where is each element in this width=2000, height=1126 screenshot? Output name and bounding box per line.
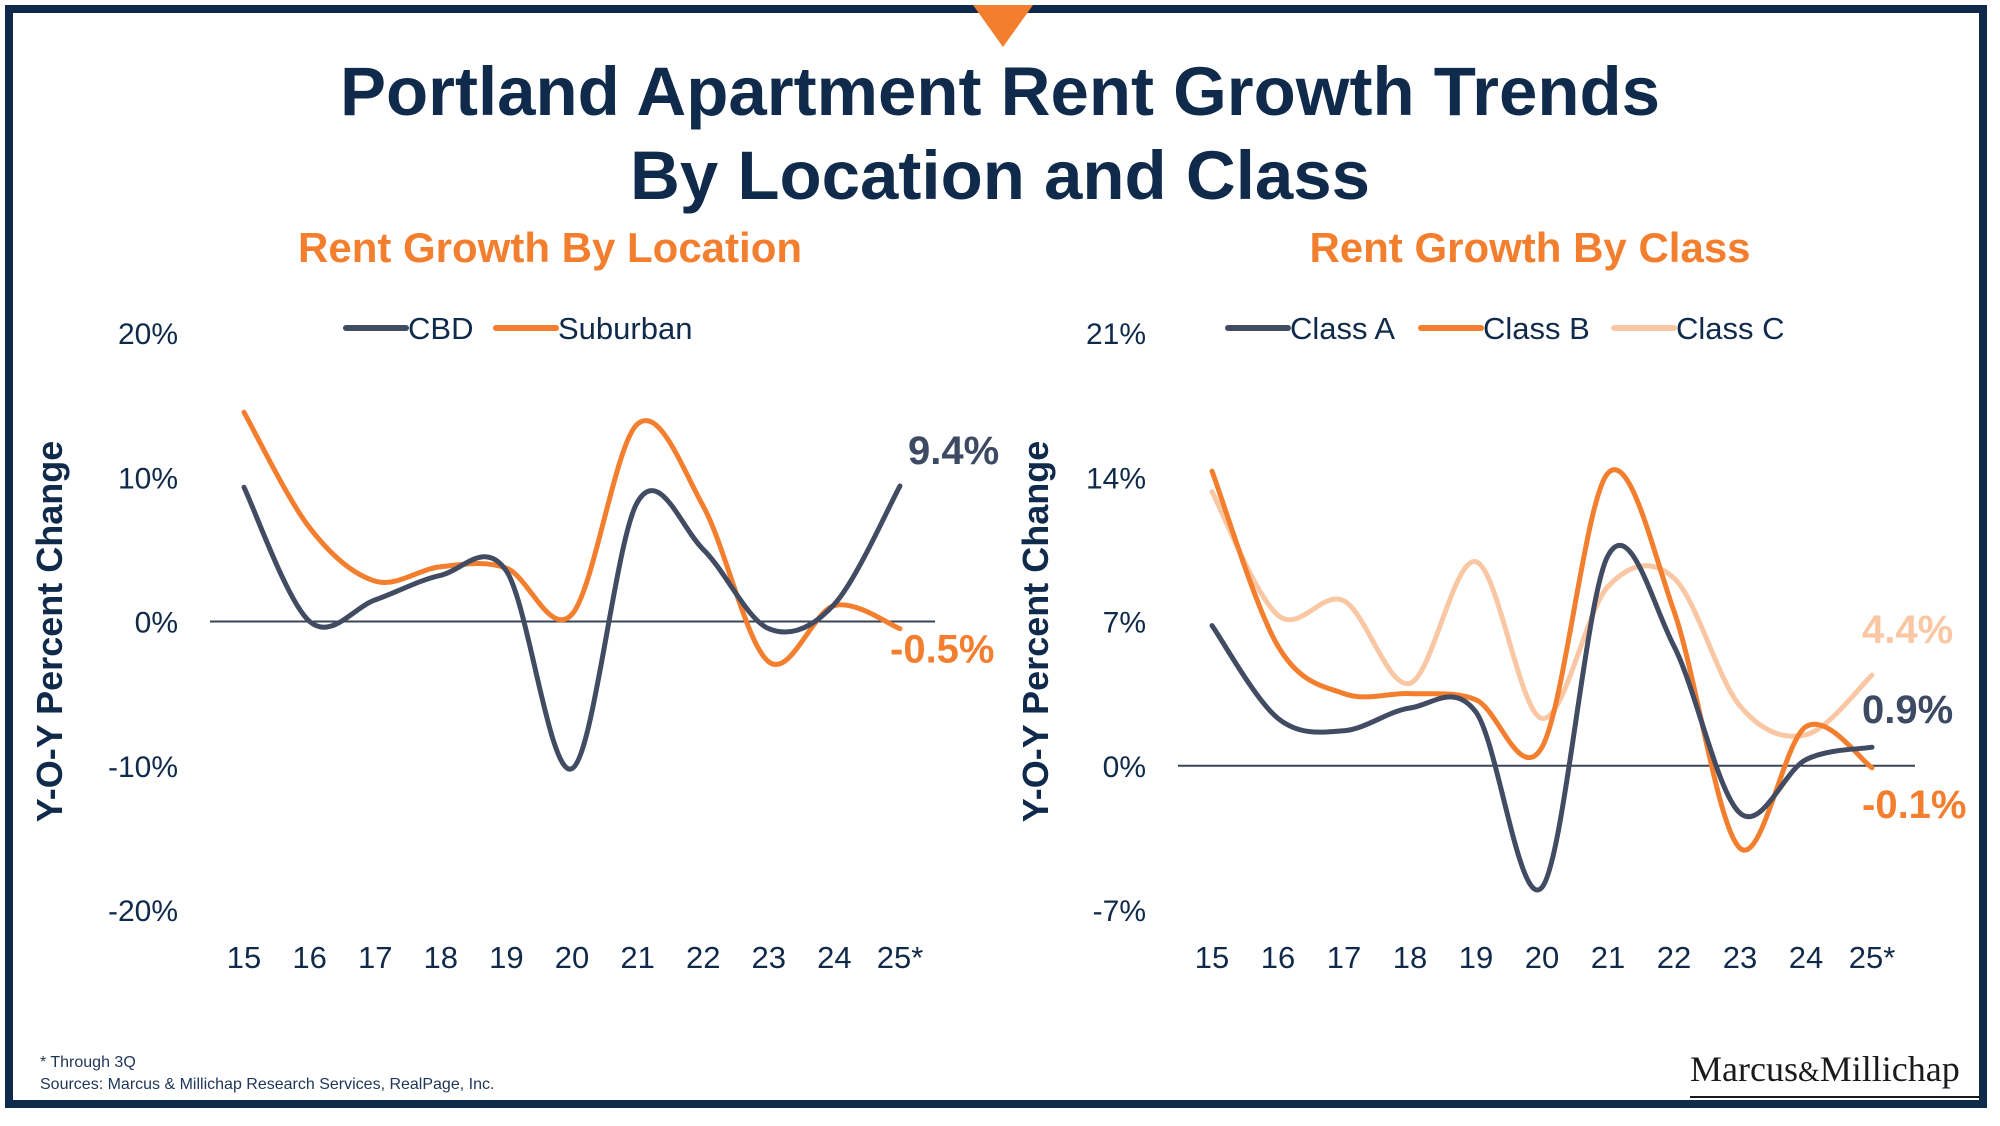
x-tick-label: 23 xyxy=(1723,940,1757,975)
x-tick-label: 23 xyxy=(752,940,786,975)
triangle-marker-icon xyxy=(973,5,1033,47)
footnote-through: * Through 3Q xyxy=(40,1054,136,1071)
logo-underline xyxy=(1690,1096,1980,1098)
x-tick-label: 25* xyxy=(1849,940,1896,975)
x-tick-label: 16 xyxy=(292,940,326,975)
footnote: * Through 3Q Sources: Marcus & Millichap… xyxy=(40,1052,494,1096)
series-line-suburban xyxy=(241,409,903,667)
legend-label: Class C xyxy=(1676,311,1785,346)
x-tick-label: 17 xyxy=(358,940,392,975)
y-tick-label: 0% xyxy=(135,607,178,640)
end-value-label: -0.1% xyxy=(1862,783,1967,827)
x-tick-label: 19 xyxy=(1459,940,1493,975)
x-tick-label: 21 xyxy=(1591,940,1625,975)
x-tick-label: 15 xyxy=(1195,940,1229,975)
logo-text-left: Marcus xyxy=(1690,1049,1798,1089)
legend-label: Class B xyxy=(1483,311,1590,346)
x-tick-label: 17 xyxy=(1327,940,1361,975)
x-tick-label: 22 xyxy=(1657,940,1691,975)
logo-text-right: Millichap xyxy=(1819,1049,1960,1089)
legend-label: Class A xyxy=(1290,311,1395,346)
x-tick-label: 20 xyxy=(555,940,589,975)
y-tick-label: -20% xyxy=(108,895,178,928)
logo-amp: & xyxy=(1797,1057,1820,1088)
end-value-label: 4.4% xyxy=(1862,608,1953,652)
series-line-cbd xyxy=(241,483,903,772)
y-tick-label: 14% xyxy=(1086,462,1146,495)
x-tick-label: 24 xyxy=(817,940,851,975)
y-tick-label: 20% xyxy=(118,318,178,351)
y-tick-label: -7% xyxy=(1093,895,1146,928)
y-tick-label: -10% xyxy=(108,751,178,784)
x-tick-label: 16 xyxy=(1261,940,1295,975)
y-tick-label: 0% xyxy=(1103,751,1146,784)
chart-title: Rent Growth By Class xyxy=(1309,224,1750,271)
x-tick-label: 21 xyxy=(620,940,654,975)
y-tick-label: 7% xyxy=(1103,607,1146,640)
series-line-class-c xyxy=(1209,489,1875,739)
end-value-label: -0.5% xyxy=(890,628,995,672)
series-line-class-a xyxy=(1209,543,1875,893)
series-line-class-b xyxy=(1209,467,1875,853)
x-tick-label: 18 xyxy=(424,940,458,975)
y-tick-label: 10% xyxy=(118,462,178,495)
y-axis-label: Y-O-Y Percent Change xyxy=(1015,441,1056,822)
slide-title: Portland Apartment Rent Growth Trends By… xyxy=(0,50,2000,218)
x-tick-label: 20 xyxy=(1525,940,1559,975)
end-value-label: 9.4% xyxy=(908,429,999,473)
y-axis-label: Y-O-Y Percent Change xyxy=(29,441,70,822)
x-tick-label: 22 xyxy=(686,940,720,975)
x-tick-label: 24 xyxy=(1789,940,1823,975)
x-tick-label: 15 xyxy=(227,940,261,975)
legend-label: Suburban xyxy=(558,311,692,346)
chart-title: Rent Growth By Location xyxy=(298,224,802,271)
footnote-sources: Sources: Marcus & Millichap Research Ser… xyxy=(40,1076,495,1093)
title-line-1: Portland Apartment Rent Growth Trends xyxy=(339,53,1661,130)
y-tick-label: 21% xyxy=(1086,318,1146,351)
marcus-millichap-logo: Marcus&Millichap xyxy=(1690,1048,1980,1098)
legend-label: CBD xyxy=(408,311,473,346)
x-tick-label: 18 xyxy=(1393,940,1427,975)
x-tick-label: 25* xyxy=(877,940,924,975)
title-line-2: By Location and Class xyxy=(630,137,1370,214)
end-value-label: 0.9% xyxy=(1862,688,1953,732)
x-tick-label: 19 xyxy=(489,940,523,975)
